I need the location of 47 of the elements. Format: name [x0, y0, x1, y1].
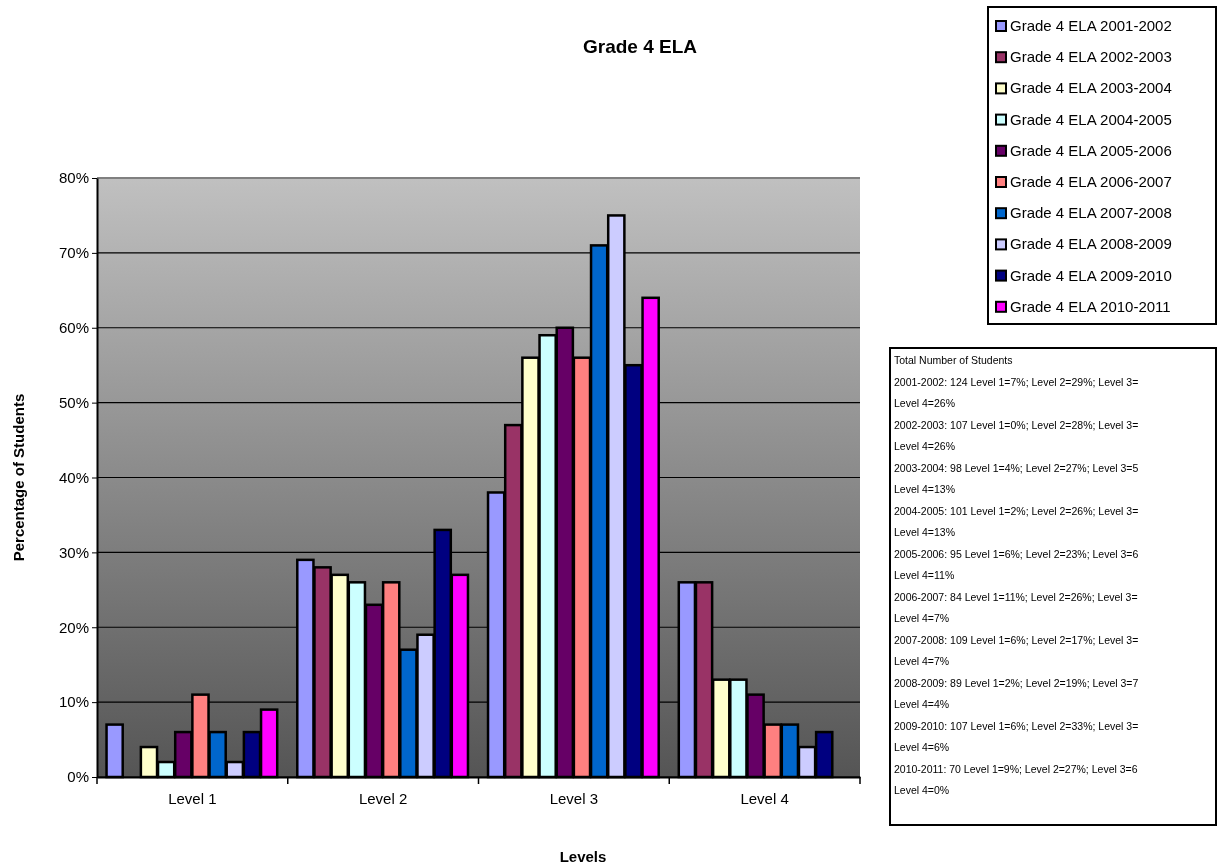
legend-label: Grade 4 ELA 2009-2010	[1010, 266, 1172, 284]
text: 2010-2011: 70 Level 1=9%; Level 2=27%; Level 3=6	[894, 762, 1138, 775]
x-tick-label: Level 3	[549, 789, 599, 807]
text: Level 4=26%	[894, 440, 956, 452]
chart-title: Grade 4 ELA	[582, 36, 698, 57]
text: 2008-2009: 89 Level 1=2%; Level 2=19%; Level 3=7	[894, 676, 1139, 689]
text: Level 4=26%	[894, 397, 956, 409]
text: Level 4=4%	[894, 698, 950, 710]
legend-label: Grade 4 ELA 2002-2003	[1010, 48, 1172, 66]
y-tick-label: 20%	[58, 618, 89, 636]
text: Level 4=6%	[894, 741, 950, 753]
legend-label: Grade 4 ELA 2005-2006	[1010, 141, 1172, 159]
y-tick-label: 60%	[58, 319, 89, 337]
x-tick-label: Level 4	[740, 789, 789, 807]
y-tick-label: 80%	[58, 169, 89, 187]
text: Level 4=7%	[894, 655, 950, 667]
y-tick-label: 70%	[58, 244, 89, 262]
text: 2002-2003: 107 Level 1=0%; Level 2=28%; Level 3=	[894, 418, 1139, 431]
legend-label: Grade 4 ELA 2004-2005	[1010, 110, 1172, 128]
y-tick-label: 0%	[67, 768, 89, 786]
legend-label: Grade 4 ELA 2006-2007	[1010, 173, 1172, 190]
text: Level 4=13%	[894, 483, 956, 495]
legend-label: Grade 4 ELA 2010-2011	[1010, 297, 1171, 315]
y-tick-label: 30%	[58, 543, 89, 561]
text: 2007-2008: 109 Level 1=6%; Level 2=17%; Level 3=	[894, 633, 1139, 646]
legend-label: Grade 4 ELA 2001-2002	[1010, 17, 1172, 34]
text: 2009-2010: 107 Level 1=6%; Level 2=33%; Level 3=	[894, 719, 1139, 732]
text: Level 4=7%	[894, 612, 950, 624]
text: 2004-2005: 101 Level 1=2%; Level 2=26%; Level 3=	[894, 504, 1139, 517]
text: 2005-2006: 95 Level 1=6%; Level 2=23%; Level 3=6	[894, 547, 1139, 560]
y-tick-label: 40%	[58, 468, 89, 486]
x-axis-title: Levels	[559, 848, 607, 865]
y-tick-label: 10%	[58, 693, 89, 711]
text: Level 4=13%	[894, 526, 956, 538]
legend-label: Grade 4 ELA 2007-2008	[1010, 204, 1172, 222]
x-tick-label: Level 1	[168, 789, 217, 807]
text: 2003-2004: 98 Level 1=4%; Level 2=27%; Level 3=5	[894, 461, 1139, 474]
y-tick-label: 50%	[58, 393, 89, 411]
text: 2001-2002: 124 Level 1=7%; Level 2=29%; Level 3=	[894, 375, 1139, 388]
text: Level 4=11%	[894, 569, 955, 581]
text: 2006-2007: 84 Level 1=11%; Level 2=26%; Level 3=	[894, 590, 1138, 603]
legend-label: Grade 4 ELA 2008-2009	[1010, 235, 1172, 253]
text: Level 4=0%	[894, 784, 950, 796]
x-tick-label: Level 2	[358, 789, 408, 807]
legend-label: Grade 4 ELA 2003-2004	[1010, 79, 1172, 97]
text: Total Number of Students	[894, 354, 1013, 366]
y-axis-title: Percentage of Students	[10, 393, 27, 562]
